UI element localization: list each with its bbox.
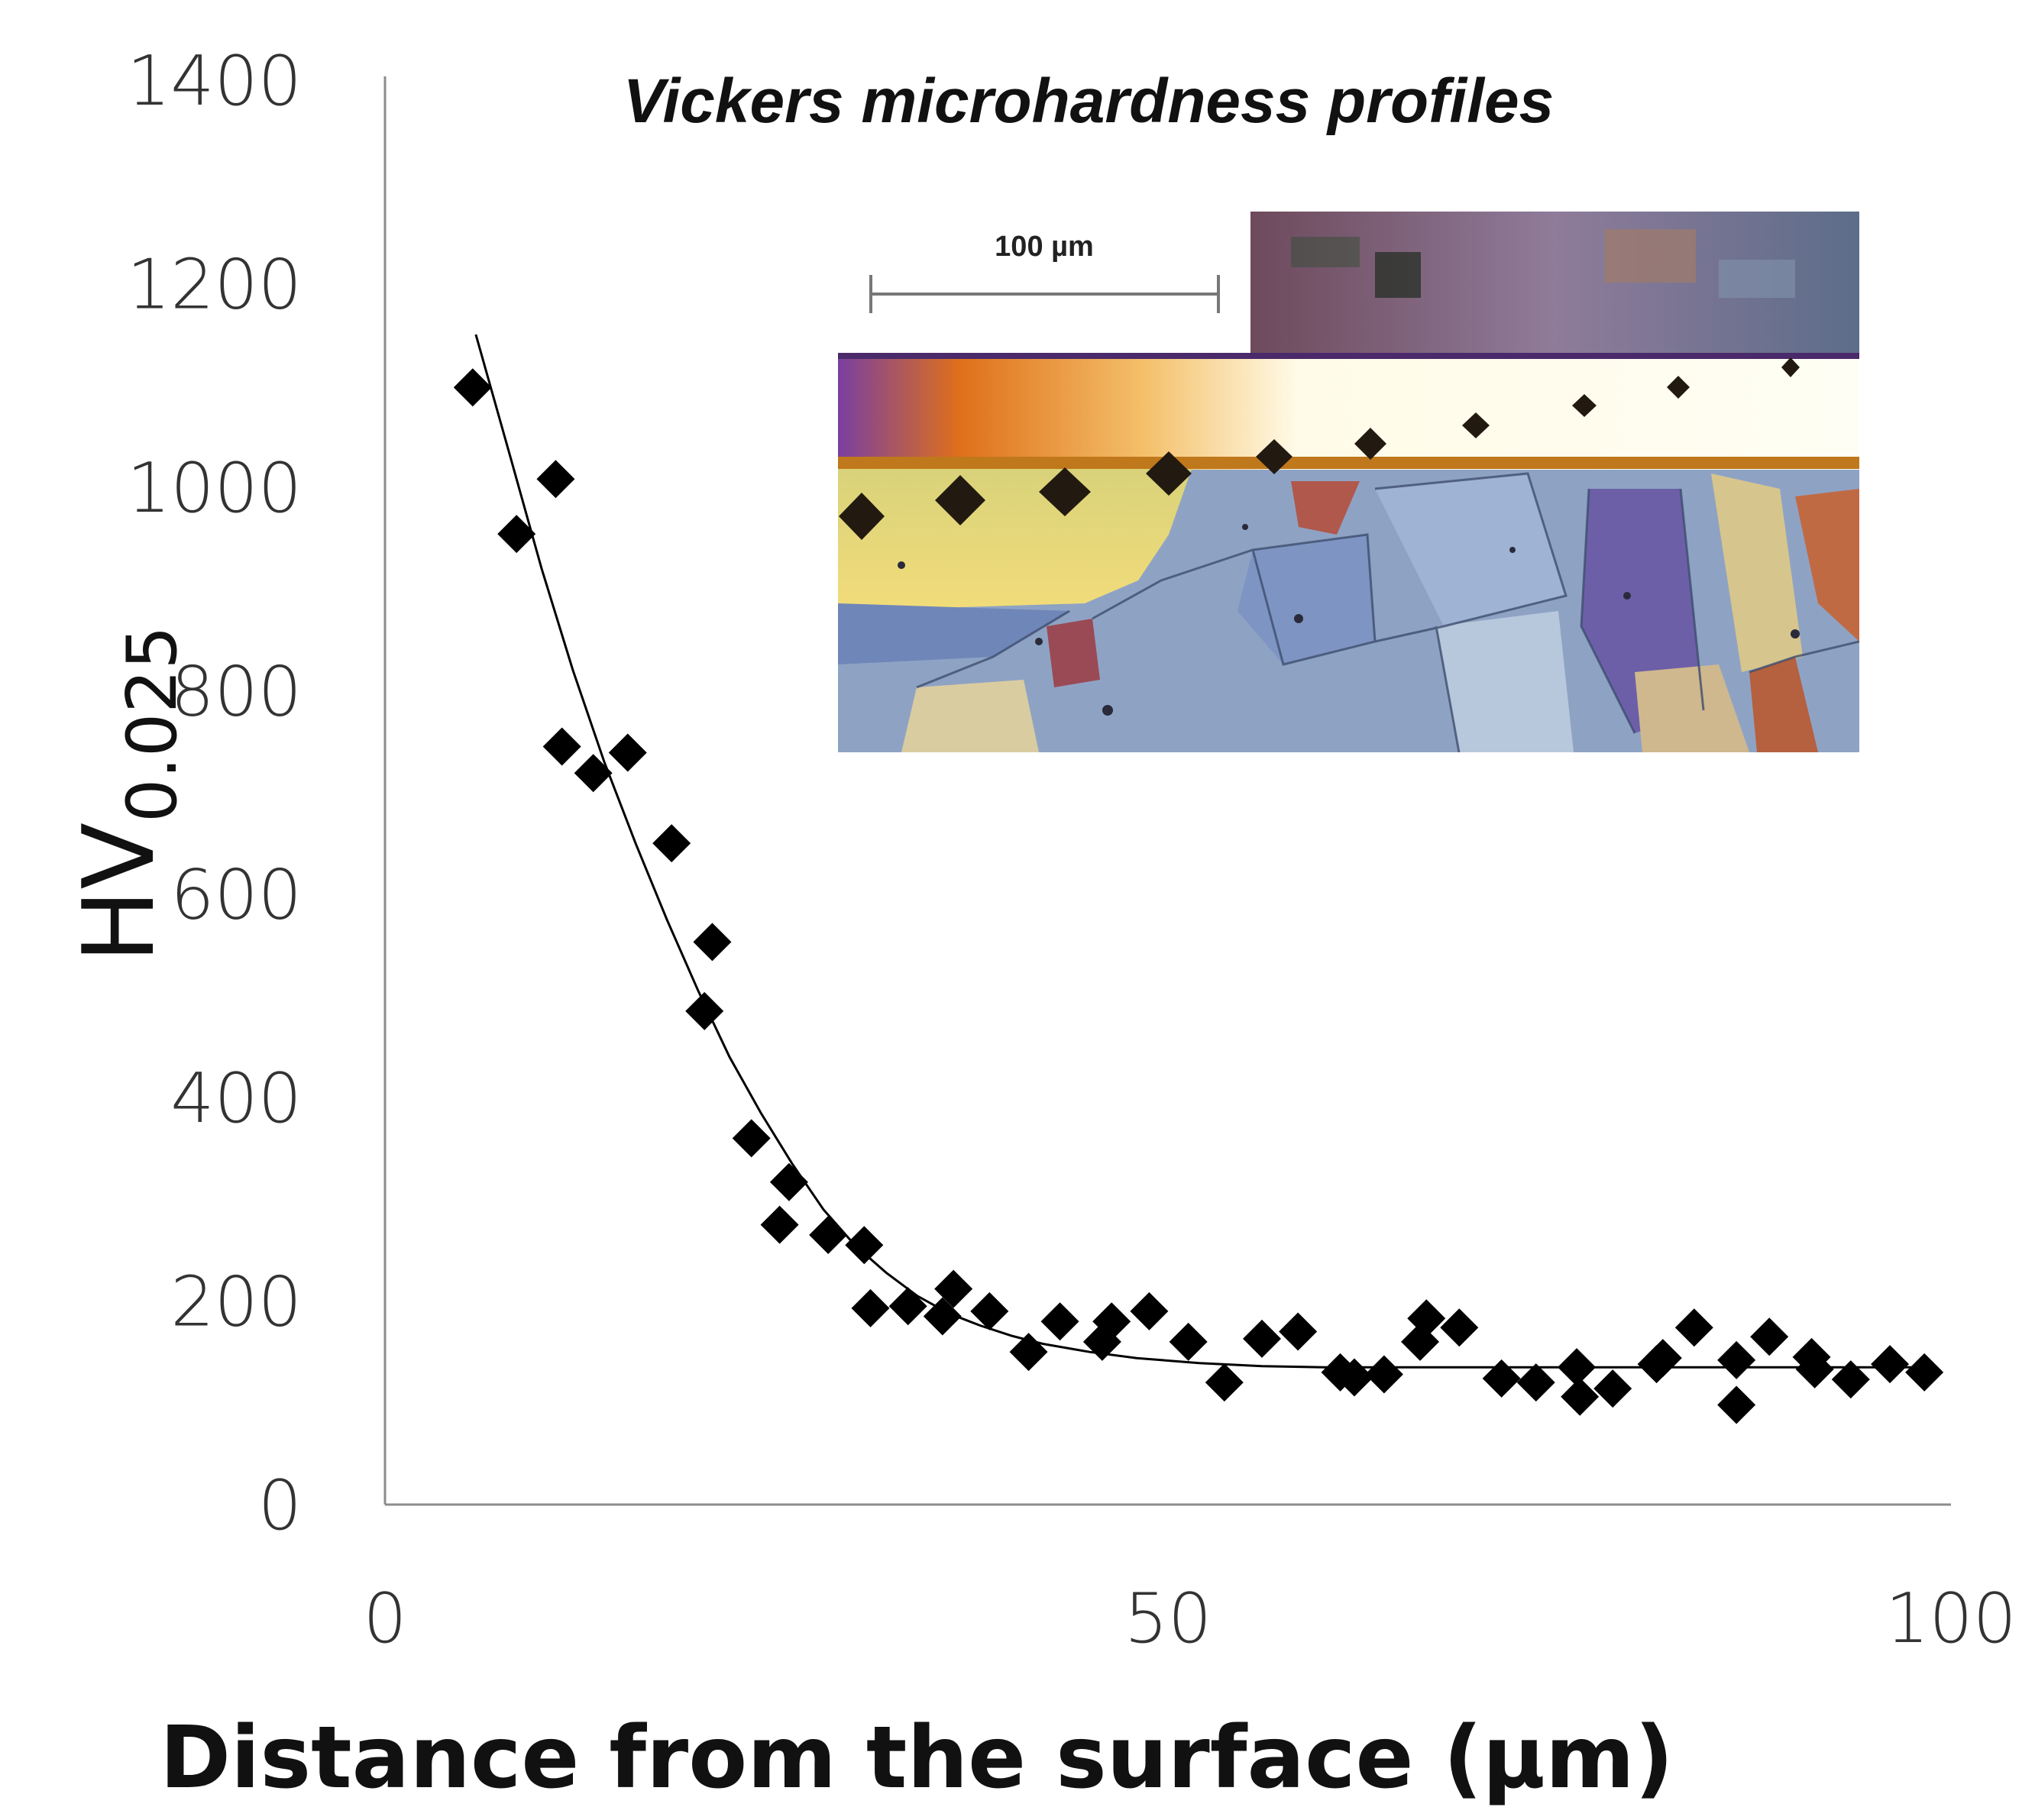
data-point xyxy=(1092,1302,1131,1341)
x-axis-label: Distance from the surface (µm) xyxy=(160,1708,1674,1808)
data-point xyxy=(693,923,732,962)
data-point xyxy=(1335,1358,1373,1397)
data-point xyxy=(1440,1308,1479,1347)
micrograph-inset: 100 µm xyxy=(838,212,1859,752)
data-point xyxy=(851,1288,890,1327)
y-tick-label: 1400 xyxy=(127,41,302,121)
y-tick-label: 400 xyxy=(170,1059,302,1139)
y-tick-label: 0 xyxy=(258,1466,302,1546)
y-axis-label-subscript: 0.025 xyxy=(112,626,192,823)
y-tick-labels: 0 200 400 600 800 1000 1200 1400 xyxy=(127,41,302,1546)
x-tick-label: 0 xyxy=(363,1579,406,1659)
data-point xyxy=(1130,1291,1169,1330)
chart-title: Vickers microhardness profiles xyxy=(623,66,1554,136)
data-point xyxy=(1717,1340,1756,1379)
y-tick-label: 1000 xyxy=(127,448,302,529)
data-point xyxy=(1561,1377,1600,1416)
data-point xyxy=(1831,1360,1870,1399)
data-point xyxy=(497,515,536,554)
data-point xyxy=(809,1215,848,1254)
data-point xyxy=(1407,1299,1446,1338)
data-point xyxy=(1795,1350,1834,1388)
data-point xyxy=(934,1269,973,1308)
data-point xyxy=(1205,1363,1244,1402)
data-point xyxy=(1905,1353,1944,1392)
data-point xyxy=(1482,1359,1521,1398)
data-point xyxy=(542,727,581,766)
data-point xyxy=(769,1162,808,1201)
data-point xyxy=(1750,1317,1789,1356)
data-point xyxy=(1643,1339,1682,1378)
data-point xyxy=(970,1291,1009,1330)
data-point xyxy=(1169,1322,1208,1361)
x-tick-labels: 0 50 100 xyxy=(363,1579,2017,1659)
data-point xyxy=(1009,1333,1048,1372)
data-point xyxy=(652,824,691,863)
data-point xyxy=(453,368,492,407)
data-point xyxy=(1040,1302,1079,1341)
data-point xyxy=(685,991,724,1030)
data-points xyxy=(453,368,1944,1424)
y-tick-label: 600 xyxy=(170,855,302,936)
y-tick-label: 200 xyxy=(170,1262,302,1343)
data-point xyxy=(923,1297,962,1336)
data-point xyxy=(1364,1355,1403,1394)
x-tick-label: 50 xyxy=(1124,1579,1212,1659)
data-point xyxy=(1516,1363,1555,1402)
data-point xyxy=(732,1119,771,1158)
data-point xyxy=(608,733,647,772)
data-point xyxy=(845,1226,884,1265)
svg-text:HV0.025: HV0.025 xyxy=(63,626,192,962)
scale-bar-label: 100 µm xyxy=(995,231,1094,263)
x-tick-label: 100 xyxy=(1885,1579,2017,1659)
data-point xyxy=(1558,1348,1597,1387)
data-point xyxy=(888,1287,927,1326)
data-point xyxy=(1279,1312,1318,1351)
trend-line xyxy=(474,334,1920,1369)
y-tick-label: 1200 xyxy=(127,244,302,325)
y-axis-label-main: HV xyxy=(63,823,176,963)
data-point xyxy=(1243,1319,1281,1358)
data-point xyxy=(1871,1345,1910,1384)
y-tick-label: 800 xyxy=(170,651,302,732)
data-point xyxy=(1674,1308,1713,1347)
data-point xyxy=(1593,1369,1632,1408)
data-point xyxy=(536,460,575,499)
y-axis-label: HV0.025 xyxy=(63,626,192,962)
data-point xyxy=(760,1205,799,1244)
data-point xyxy=(574,754,613,793)
data-point xyxy=(1717,1385,1756,1424)
